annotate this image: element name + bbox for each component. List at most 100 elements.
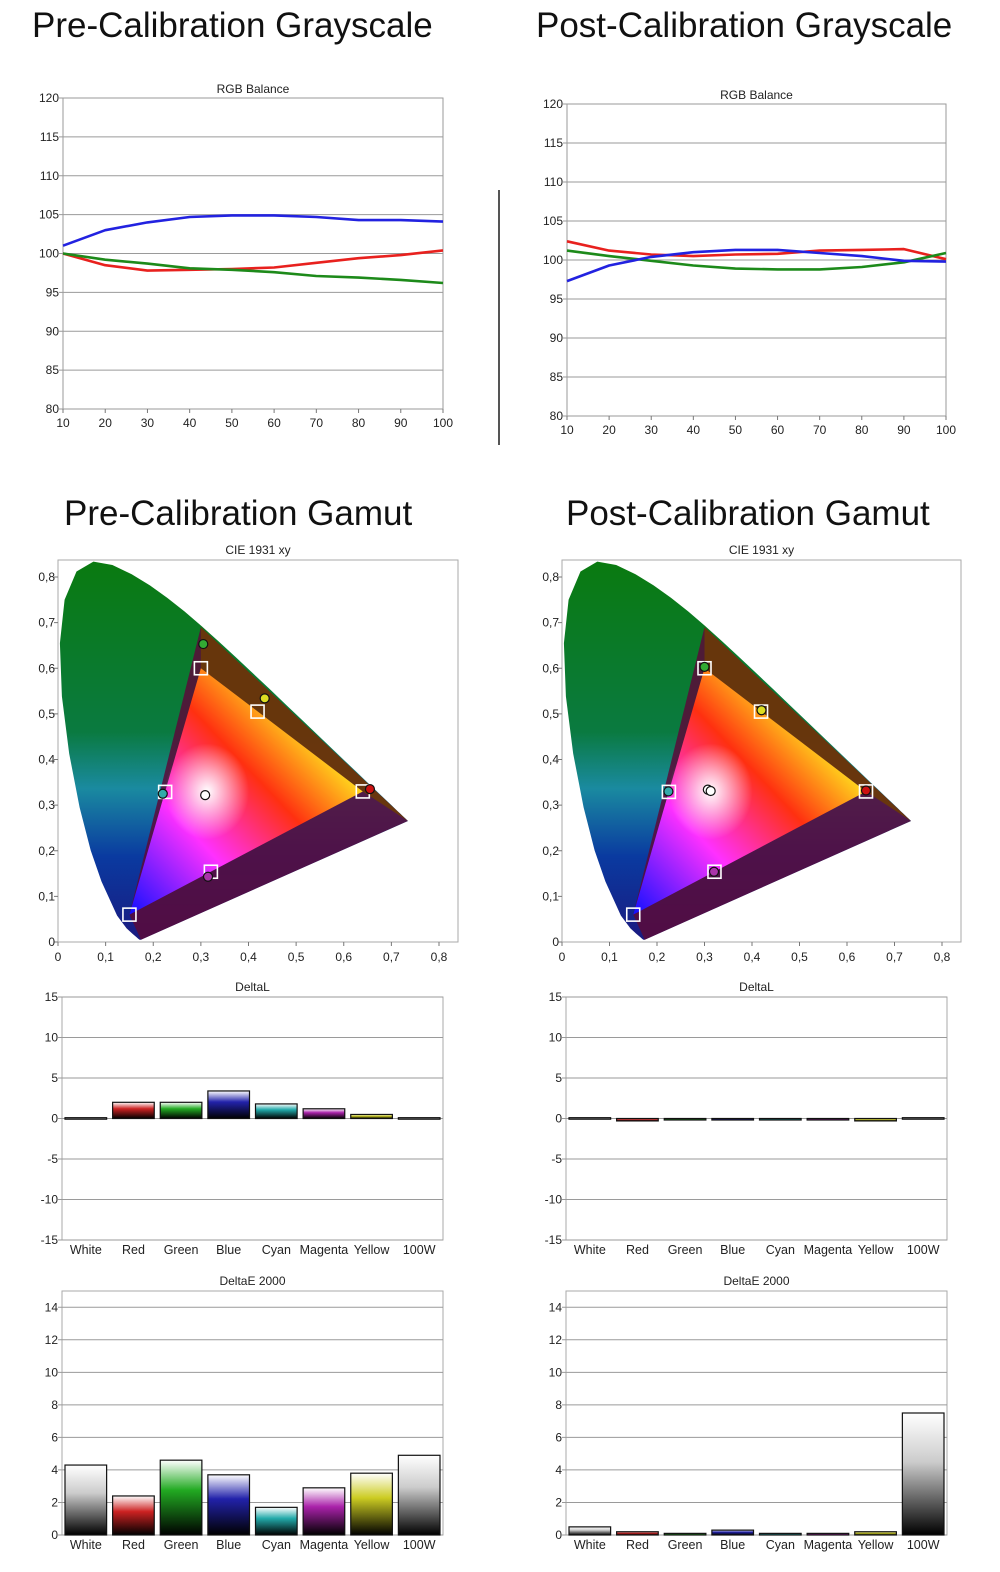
series-line-2: [62, 214, 444, 247]
x-tick-label: 50: [729, 423, 743, 437]
category-label: White: [70, 1538, 102, 1552]
y-tick-label: 0: [51, 1528, 58, 1542]
bar-2: [663, 1532, 707, 1536]
y-tick-label: 115: [544, 136, 563, 150]
target-square: [122, 907, 137, 922]
measured-point: [259, 693, 270, 704]
pre-gamut-heading: Pre-Calibration Gamut: [64, 494, 413, 533]
pre-calibration-column: Pre-Calibration Grayscale RGB Balance 80 8…: [32, 6, 459, 1552]
y-tick-label: 90: [46, 324, 60, 338]
bar-1: [112, 1495, 155, 1536]
y-tick-label: 12: [549, 1333, 563, 1347]
y-tick-label: 0,6: [38, 661, 55, 675]
x-tick-label: 30: [645, 423, 659, 437]
measured-point: [708, 866, 720, 877]
x-tick-label: 60: [267, 416, 281, 430]
y-tick-label: 4: [555, 1463, 562, 1477]
post-deltae-chart: DeltaE 2000 0 2 4 6 8 10 12 14 White Red Green Blue C…: [549, 1274, 948, 1552]
target-square: [858, 784, 874, 799]
bar-4: [758, 1532, 802, 1536]
bar-0: [64, 1117, 108, 1120]
x-tick-label: 10: [56, 416, 70, 430]
y-tick-label: 5: [555, 1071, 562, 1085]
x-tick-label: 0,3: [193, 950, 210, 964]
y-tick-label: 80: [46, 402, 60, 416]
x-tick-label: 0,8: [431, 950, 448, 964]
y-tick-label: 0,8: [542, 570, 559, 584]
category-label: Red: [122, 1243, 145, 1257]
category-label: Blue: [720, 1243, 745, 1257]
bar-7: [901, 1117, 945, 1120]
category-label: Magenta: [300, 1538, 349, 1552]
y-tick-label: 0,7: [542, 616, 559, 630]
x-tick-label: 90: [394, 416, 408, 430]
y-tick-label: 10: [45, 1365, 59, 1379]
y-tick-label: 85: [46, 363, 60, 377]
category-label: 100W: [403, 1538, 436, 1552]
post-rgb-balance-chart: RGB Balance 80 85 90 95 100 105 110 115 120 10 20 30…: [543, 88, 956, 437]
post-gamut-heading: Post-Calibration Gamut: [566, 494, 930, 533]
measured-point: [860, 785, 872, 796]
y-tick-label: 14: [45, 1300, 59, 1314]
series-line-1: [566, 249, 947, 271]
x-tick-label: 0,7: [383, 950, 400, 964]
target-square: [661, 784, 677, 800]
bar-3: [207, 1474, 251, 1536]
bar-6: [854, 1531, 897, 1536]
pre-deltae-chart: DeltaE 2000 0 2 4 6 8 10 12 14 White Red Green Blue C…: [45, 1274, 444, 1552]
y-tick-label: -15: [545, 1233, 563, 1247]
post-cie-chart: CIE 1931 xy 0 0,1 0,2 0,3 0,4 0,5 0,6 0,7 0,8 0 0,1…: [542, 543, 962, 964]
x-tick-label: 0,8: [934, 950, 951, 964]
y-tick-label: 0,6: [542, 661, 559, 675]
x-tick-label: 30: [141, 416, 155, 430]
category-label: Magenta: [300, 1243, 349, 1257]
bar-7: [397, 1117, 441, 1120]
x-tick-label: 0,6: [839, 950, 856, 964]
x-tick-label: 70: [813, 423, 827, 437]
category-label: Cyan: [766, 1538, 795, 1552]
x-tick-label: 60: [771, 423, 785, 437]
bar-0: [64, 1464, 108, 1536]
series-line-0: [566, 240, 947, 261]
y-tick-label: 0: [51, 1112, 58, 1126]
y-tick-label: 6: [555, 1430, 562, 1444]
category-label: White: [574, 1243, 606, 1257]
bar-5: [302, 1487, 346, 1536]
post-deltal-chart: DeltaL -15 -10 -5 0 5 10 15 White Red Green Blue Cya…: [545, 980, 948, 1257]
bar-5: [806, 1532, 850, 1536]
y-tick-label: 0,4: [542, 753, 559, 767]
bar-6: [350, 1113, 393, 1120]
y-tick-label: 95: [550, 292, 564, 306]
x-tick-label: 0,4: [240, 950, 257, 964]
y-tick-label: 110: [544, 175, 563, 189]
measured-point: [705, 785, 716, 797]
x-tick-label: 0,7: [886, 950, 903, 964]
bar-3: [711, 1529, 755, 1536]
x-tick-label: 0,3: [696, 950, 713, 964]
y-tick-label: 0,8: [38, 570, 55, 584]
bar-1: [112, 1101, 155, 1120]
series-line-1: [62, 252, 444, 285]
bar-7: [901, 1412, 945, 1536]
y-tick-label: -15: [41, 1233, 59, 1247]
y-tick-label: 0: [552, 935, 559, 949]
chart-title: CIE 1931 xy: [729, 543, 794, 557]
y-tick-label: 115: [40, 130, 59, 144]
y-tick-label: 10: [549, 1031, 563, 1045]
y-tick-label: 0,5: [38, 707, 55, 721]
x-tick-label: 0,5: [791, 950, 808, 964]
y-tick-label: 12: [45, 1333, 59, 1347]
y-tick-label: 10: [45, 1031, 59, 1045]
measured-point: [663, 786, 674, 797]
category-label: Red: [626, 1538, 649, 1552]
x-tick-label: 20: [602, 423, 616, 437]
x-tick-label: 0: [559, 950, 566, 964]
category-label: Yellow: [354, 1538, 391, 1552]
x-tick-label: 90: [897, 423, 911, 437]
bar-6: [854, 1117, 897, 1122]
x-tick-label: 0,2: [145, 950, 162, 964]
x-tick-label: 10: [560, 423, 574, 437]
x-tick-label: 100: [936, 423, 956, 437]
chart-title: DeltaE 2000: [219, 1274, 285, 1288]
bar-1: [616, 1531, 659, 1536]
